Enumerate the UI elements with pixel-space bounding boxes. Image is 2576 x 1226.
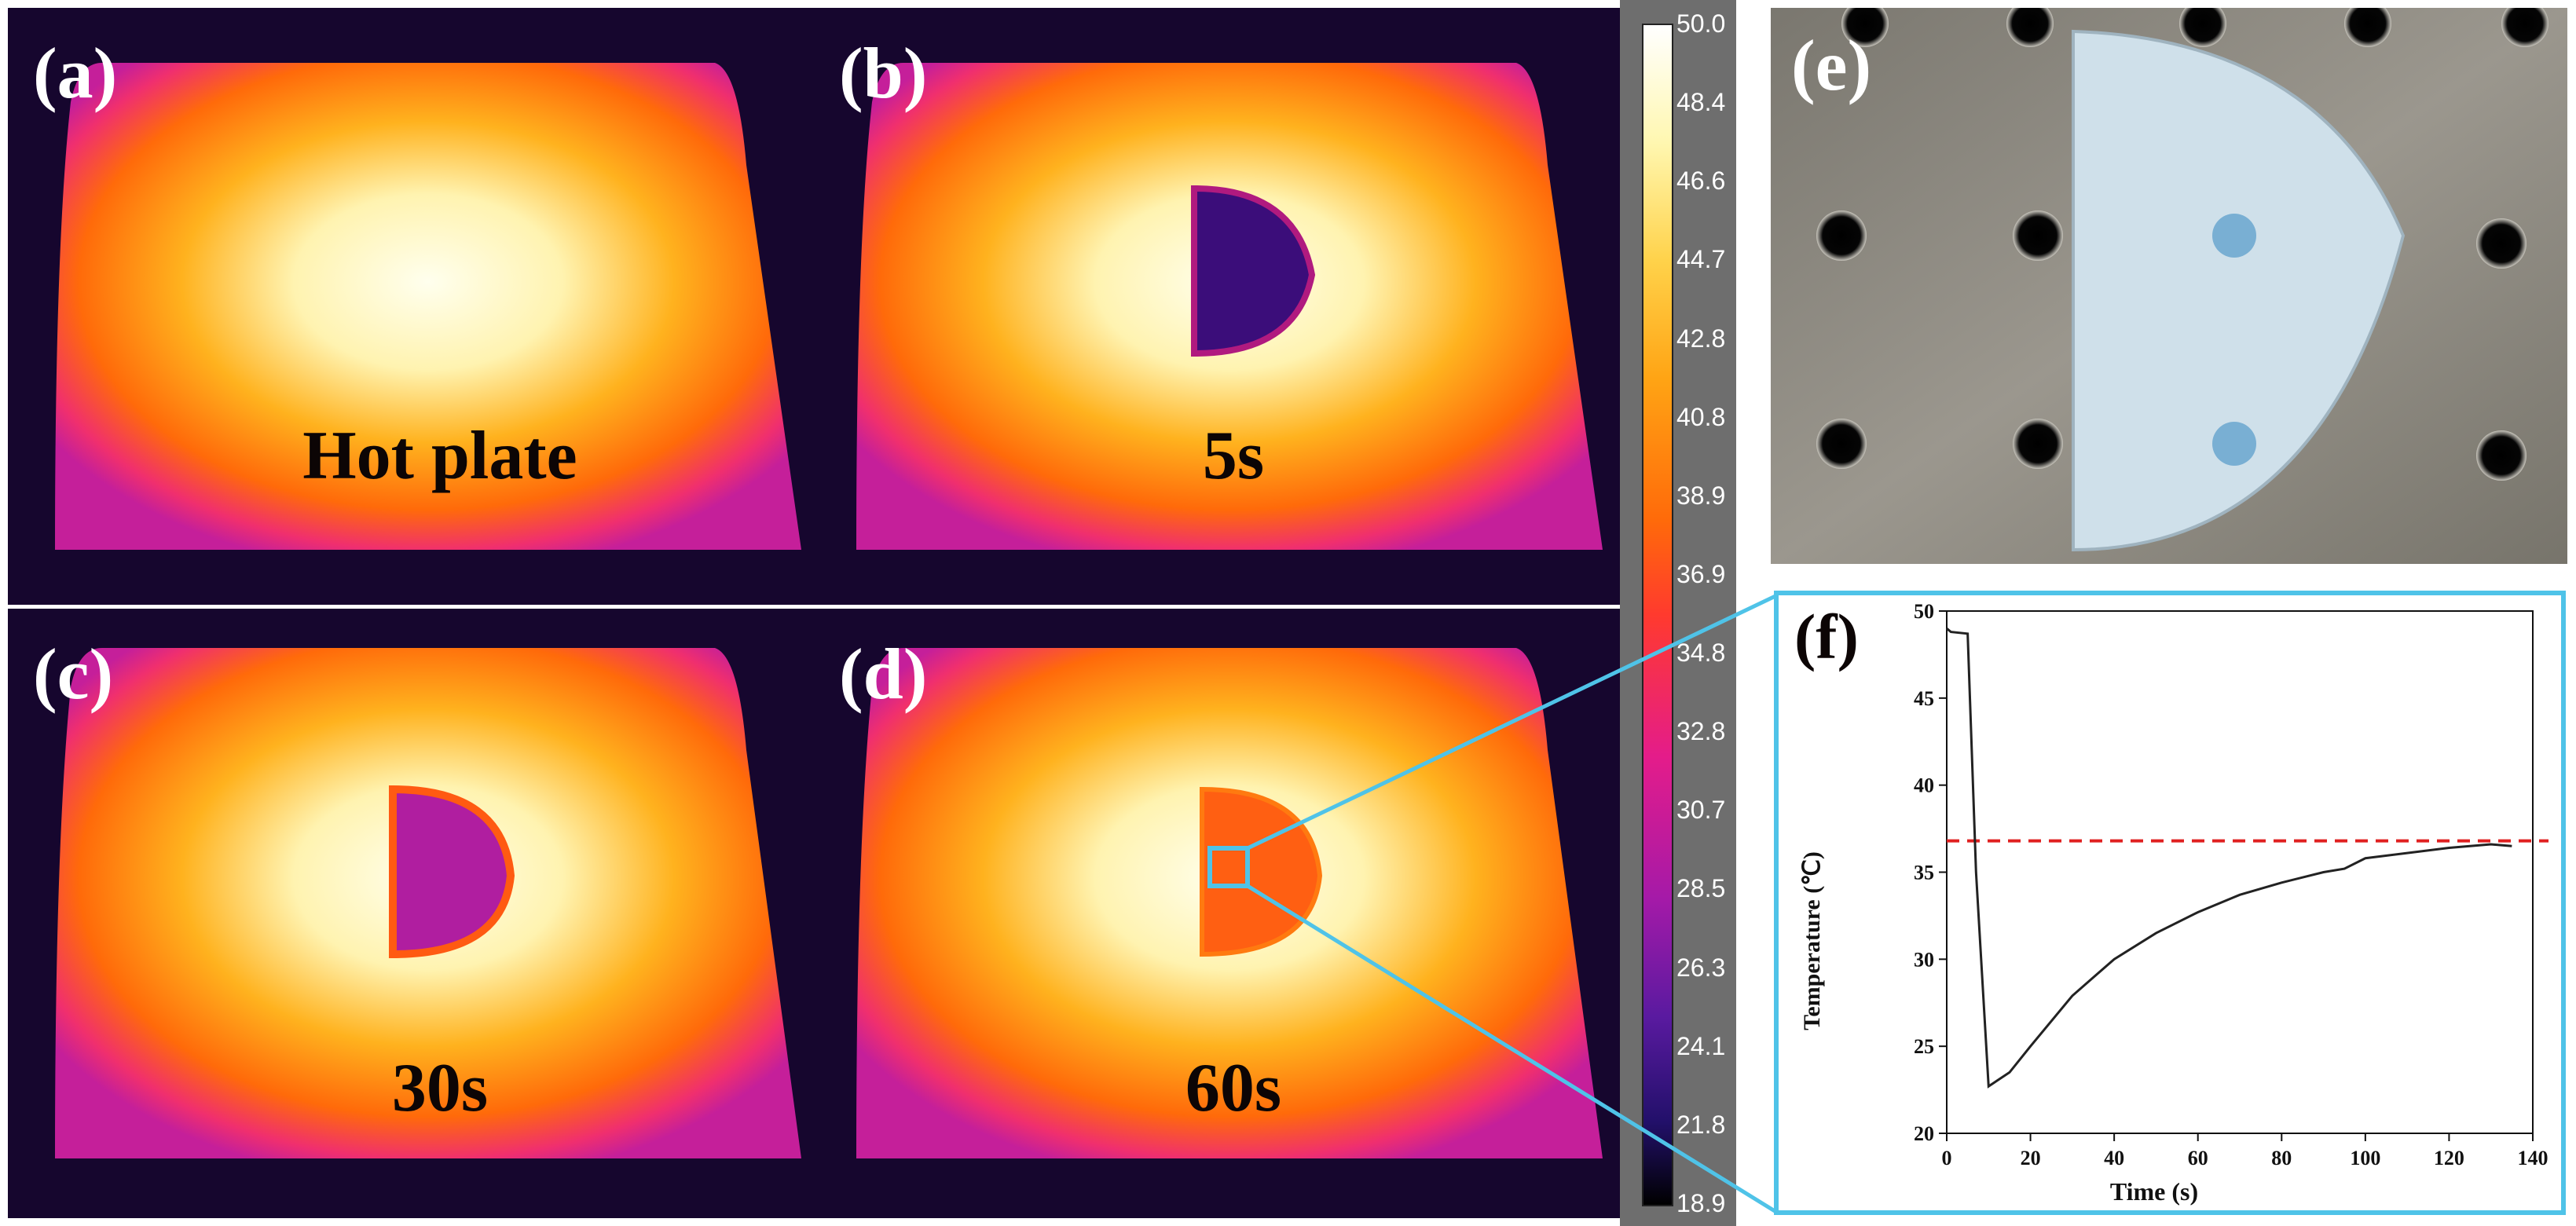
colorbar: 50.0 48.4 46.6 44.7 42.8 40.8 38.9 36.9 34.8 32.8…	[1620, 0, 1736, 1226]
panel-b-label: (b)	[839, 33, 928, 113]
x-tick-label: 20	[2021, 1147, 2041, 1169]
colorbar-tick: 18.9	[1676, 1189, 1726, 1217]
colorbar-tick: 36.9	[1676, 559, 1726, 588]
colorbar-tick: 32.8	[1676, 717, 1726, 746]
panel-d-caption: 60s	[1185, 1050, 1282, 1126]
hot-plate-thermal-image	[55, 63, 801, 550]
y-tick-label: 45	[1914, 687, 1934, 710]
y-tick-label: 20	[1914, 1122, 1934, 1145]
sample-5s-thermal-image	[856, 63, 1603, 550]
colorbar-gradient	[1642, 24, 1673, 1206]
y-tick-label: 50	[1914, 600, 1934, 623]
temperature-curve	[1946, 628, 2512, 1089]
x-tick-label: 0	[1942, 1147, 1952, 1169]
panel-a-thermal: (a) Hot plate	[8, 8, 817, 605]
y-tick-label: 40	[1914, 774, 1934, 797]
temperature-chart-panel: (f) Temperature (℃) Time (s) 0 20 40 60 80 10…	[1774, 591, 2566, 1215]
colorbar-tick: 21.8	[1676, 1110, 1726, 1139]
colorbar-tick: 24.1	[1676, 1031, 1726, 1060]
sample-30s-thermal-image	[55, 648, 801, 1158]
temperature-line-chart: Temperature (℃) Time (s) 0 20 40 60 80 100 120…	[1799, 600, 2549, 1206]
plot-frame	[1946, 610, 2534, 1134]
y-tick-label: 25	[1914, 1035, 1934, 1058]
panel-d-label: (d)	[839, 634, 928, 714]
panel-a-caption: Hot plate	[302, 418, 577, 494]
panel-c-label: (c)	[33, 634, 114, 714]
colorbar-tick: 44.7	[1676, 245, 1726, 274]
colorbar-tick: 50.0	[1676, 9, 1726, 38]
colorbar-tick: 48.4	[1676, 88, 1726, 117]
colorbar-tick: 42.8	[1676, 324, 1726, 353]
x-tick-label: 60	[2188, 1147, 2208, 1169]
colorbar-tick: 28.5	[1676, 874, 1726, 903]
warming-sample-shape	[389, 785, 515, 959]
panel-a-label: (a)	[33, 33, 118, 113]
panel-b-caption: 5s	[1202, 418, 1265, 494]
zoom-box-small	[1207, 846, 1250, 888]
hydrogel-sample	[2072, 29, 2406, 552]
y-tick-label: 30	[1914, 948, 1934, 971]
colorbar-tick: 34.8	[1676, 639, 1726, 668]
colorbar-tick: 40.8	[1676, 402, 1726, 431]
x-tick-label: 100	[2350, 1147, 2380, 1169]
perforation-holes	[1816, 0, 2549, 481]
sample-photo-panel: (e)	[1771, 0, 2567, 564]
x-tick-label: 40	[2104, 1147, 2124, 1169]
panel-c-thermal: (c) 30s	[8, 609, 817, 1218]
sample-photo	[1771, 0, 2567, 564]
colorbar-tick: 26.3	[1676, 953, 1726, 982]
y-axis-title: Temperature (℃)	[1799, 851, 1825, 1030]
cold-sample-shape	[1191, 185, 1316, 357]
colorbar-tick: 38.9	[1676, 481, 1726, 510]
y-tick-label: 35	[1914, 862, 1934, 884]
x-tick-label: 80	[2271, 1147, 2292, 1169]
panel-e-label: (e)	[1791, 25, 1872, 105]
panel-b-thermal: (b) 5s	[817, 8, 1620, 605]
x-tick-label: 120	[2434, 1147, 2464, 1169]
colorbar-tick: 46.6	[1676, 167, 1726, 196]
panel-d-thermal: (d) 60s	[817, 609, 1620, 1218]
x-tick-label: 140	[2518, 1147, 2549, 1169]
panel-f-label: (f)	[1794, 601, 1859, 672]
colorbar-tick: 30.7	[1676, 796, 1726, 825]
panel-c-caption: 30s	[391, 1050, 489, 1126]
x-axis-title: Time (s)	[2110, 1177, 2198, 1206]
